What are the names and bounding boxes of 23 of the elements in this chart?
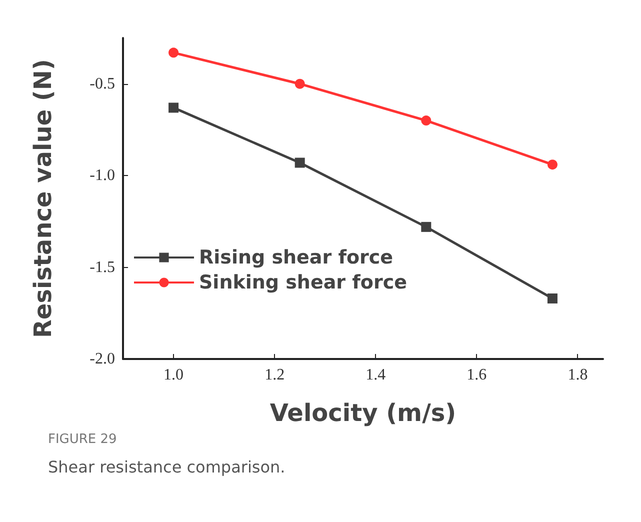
point — [168, 48, 179, 58]
y-tick-label: -2.0 — [90, 350, 115, 368]
x-axis-title: Velocity (m/s) — [270, 399, 456, 427]
point — [547, 293, 558, 304]
x-tick-label: 1.4 — [366, 366, 386, 384]
point — [294, 158, 305, 168]
x-tick-label: 1.2 — [264, 366, 285, 384]
point — [547, 160, 558, 170]
caption: FIGURE 29 — [48, 432, 117, 447]
legend-label: Sinking shear force — [199, 272, 407, 294]
y-tick-label: -1.0 — [90, 167, 115, 184]
y-tick-label: -0.5 — [90, 75, 115, 92]
point — [421, 222, 432, 232]
point — [421, 116, 432, 126]
point — [294, 78, 305, 89]
x-tick-label: 1.6 — [466, 366, 487, 384]
x-tick-label: 1.0 — [164, 366, 184, 384]
legend-label: Rising shear force — [199, 246, 394, 268]
point — [168, 102, 179, 113]
text: Shear resistance comparison. — [48, 458, 286, 476]
y-tick-label: -1.5 — [90, 258, 115, 276]
x-tick-label: 1.8 — [568, 366, 588, 384]
y-axis-title: Resistance value (N) — [29, 59, 57, 338]
